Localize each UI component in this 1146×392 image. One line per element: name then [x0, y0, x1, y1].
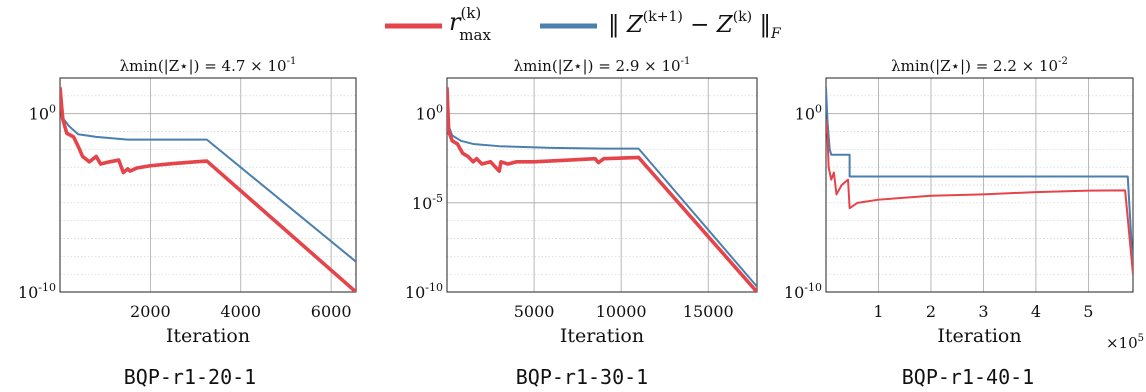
plot-frame	[59, 77, 357, 293]
x-axis-label: Iteration	[937, 325, 1021, 347]
series-line-rmax	[826, 118, 1133, 275]
y-tick-label: 100	[416, 103, 443, 124]
legend: r(k) max ‖ Z(k+1) − Z(k) ‖F	[385, 4, 782, 44]
x-tick-label: 2	[926, 302, 936, 321]
legend-label-diff: ‖ Z(k+1) − Z(k) ‖F	[608, 9, 782, 42]
chart-panel-2: 100 10-5 10-10 5000 10000 15000 λmin(|Z⋆|) = 2…	[405, 56, 758, 389]
panel-title: λmin(|Z⋆|) = 4.7 × 10-1	[120, 56, 297, 75]
plot-frame	[825, 77, 1134, 293]
series-line-diff	[447, 87, 757, 288]
panel-caption: BQP-r1-40-1	[902, 365, 1034, 389]
x-tick-label: 10000	[596, 302, 647, 321]
series-line-diff	[826, 87, 1133, 269]
series-line-rmax	[447, 87, 757, 292]
y-tick-label: 100	[795, 103, 822, 124]
panel-title: λmin(|Z⋆|) = 2.2 × 10-2	[891, 56, 1068, 75]
x-tick-label: 6000	[311, 302, 352, 321]
x-axis-multiplier: ×105	[1106, 333, 1144, 352]
panel-caption: BQP-r1-30-1	[516, 365, 648, 389]
y-tick-label: 10-10	[18, 281, 56, 302]
panel-title: λmin(|Z⋆|) = 2.9 × 10-1	[514, 56, 691, 75]
x-tick-label: 1	[873, 302, 883, 321]
x-axis-label: Iteration	[560, 325, 644, 347]
y-tick-label: 10-10	[784, 281, 822, 302]
y-tick-label: 100	[29, 103, 56, 124]
y-tick-label: 10-10	[405, 281, 443, 302]
chart-panel-1: 100 10-10 2000 4000 6000 λmin(|Z⋆|) = 4.7 × 1…	[18, 56, 357, 389]
y-tick-label: 10-5	[412, 192, 443, 213]
chart-panel-3: 100 10-10 1 2 3 4 5 λmin(|Z⋆|) = 2.2 × 10-2 Iter…	[784, 56, 1144, 389]
legend-label-rmax: r(k) max	[449, 4, 491, 44]
x-tick-label: 4	[1031, 302, 1041, 321]
x-tick-label: 4000	[220, 302, 261, 321]
x-tick-label: 5	[1083, 302, 1093, 321]
x-tick-label: 3	[978, 302, 988, 321]
x-tick-label: 5000	[514, 302, 555, 321]
plot-frame	[446, 77, 758, 293]
series-line-rmax	[60, 87, 356, 292]
x-tick-label: 15000	[683, 302, 734, 321]
x-axis-label: Iteration	[166, 325, 250, 347]
x-tick-label: 2000	[130, 302, 171, 321]
panel-caption: BQP-r1-20-1	[124, 365, 256, 389]
